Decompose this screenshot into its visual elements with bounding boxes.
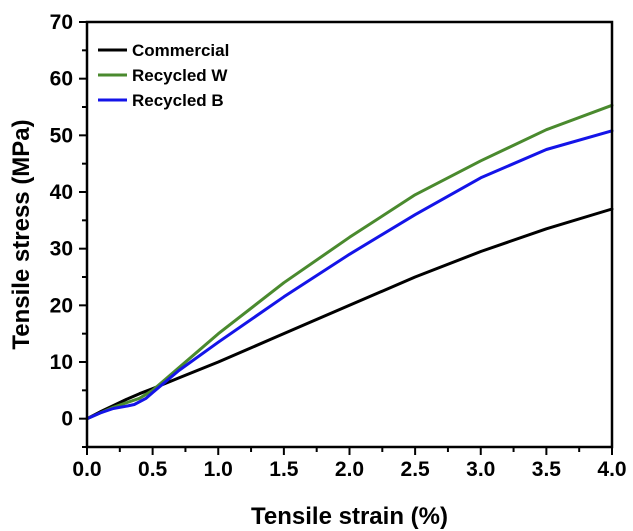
legend-label-3: Recycled B [132,91,224,110]
series-line-1 [85,207,614,421]
x-tick-label: 0.0 [72,458,101,481]
legend-label-1: Commercial [132,41,229,60]
x-tick-label: 2.5 [401,458,431,481]
y-tick-label: 70 [50,11,73,34]
x-tick-label: 3.0 [466,458,495,481]
plot-area [85,103,614,421]
y-tick-label: 40 [50,181,73,204]
x-tick-label: 4.0 [597,458,626,481]
x-tick-label: 3.5 [532,458,562,481]
y-tick-label: 60 [50,68,73,91]
x-tick-label: 1.0 [204,458,233,481]
y-tick-label: 20 [50,294,73,317]
x-axis-title: Tensile strain (%) [251,503,448,530]
legend: Commercial Recycled W Recycled B [98,41,229,110]
x-tick-label: 1.5 [269,458,299,481]
y-tick-label: 30 [50,238,73,261]
y-axis-title: Tensile stress (MPa) [8,119,35,349]
series-line-3 [85,129,614,421]
axes: 0.0 0.5 1.0 1.5 2.0 2.5 3.0 3.5 4.0 0 10 20 30 40 50 60… [50,11,627,481]
x-tick-label: 0.5 [138,458,168,481]
series-line-2 [85,103,614,421]
legend-label-2: Recycled W [132,66,228,85]
y-tick-label: 50 [50,124,73,147]
x-tick-label: 2.0 [335,458,364,481]
y-tick-label: 10 [50,351,73,374]
y-tick-label: 0 [61,408,73,431]
